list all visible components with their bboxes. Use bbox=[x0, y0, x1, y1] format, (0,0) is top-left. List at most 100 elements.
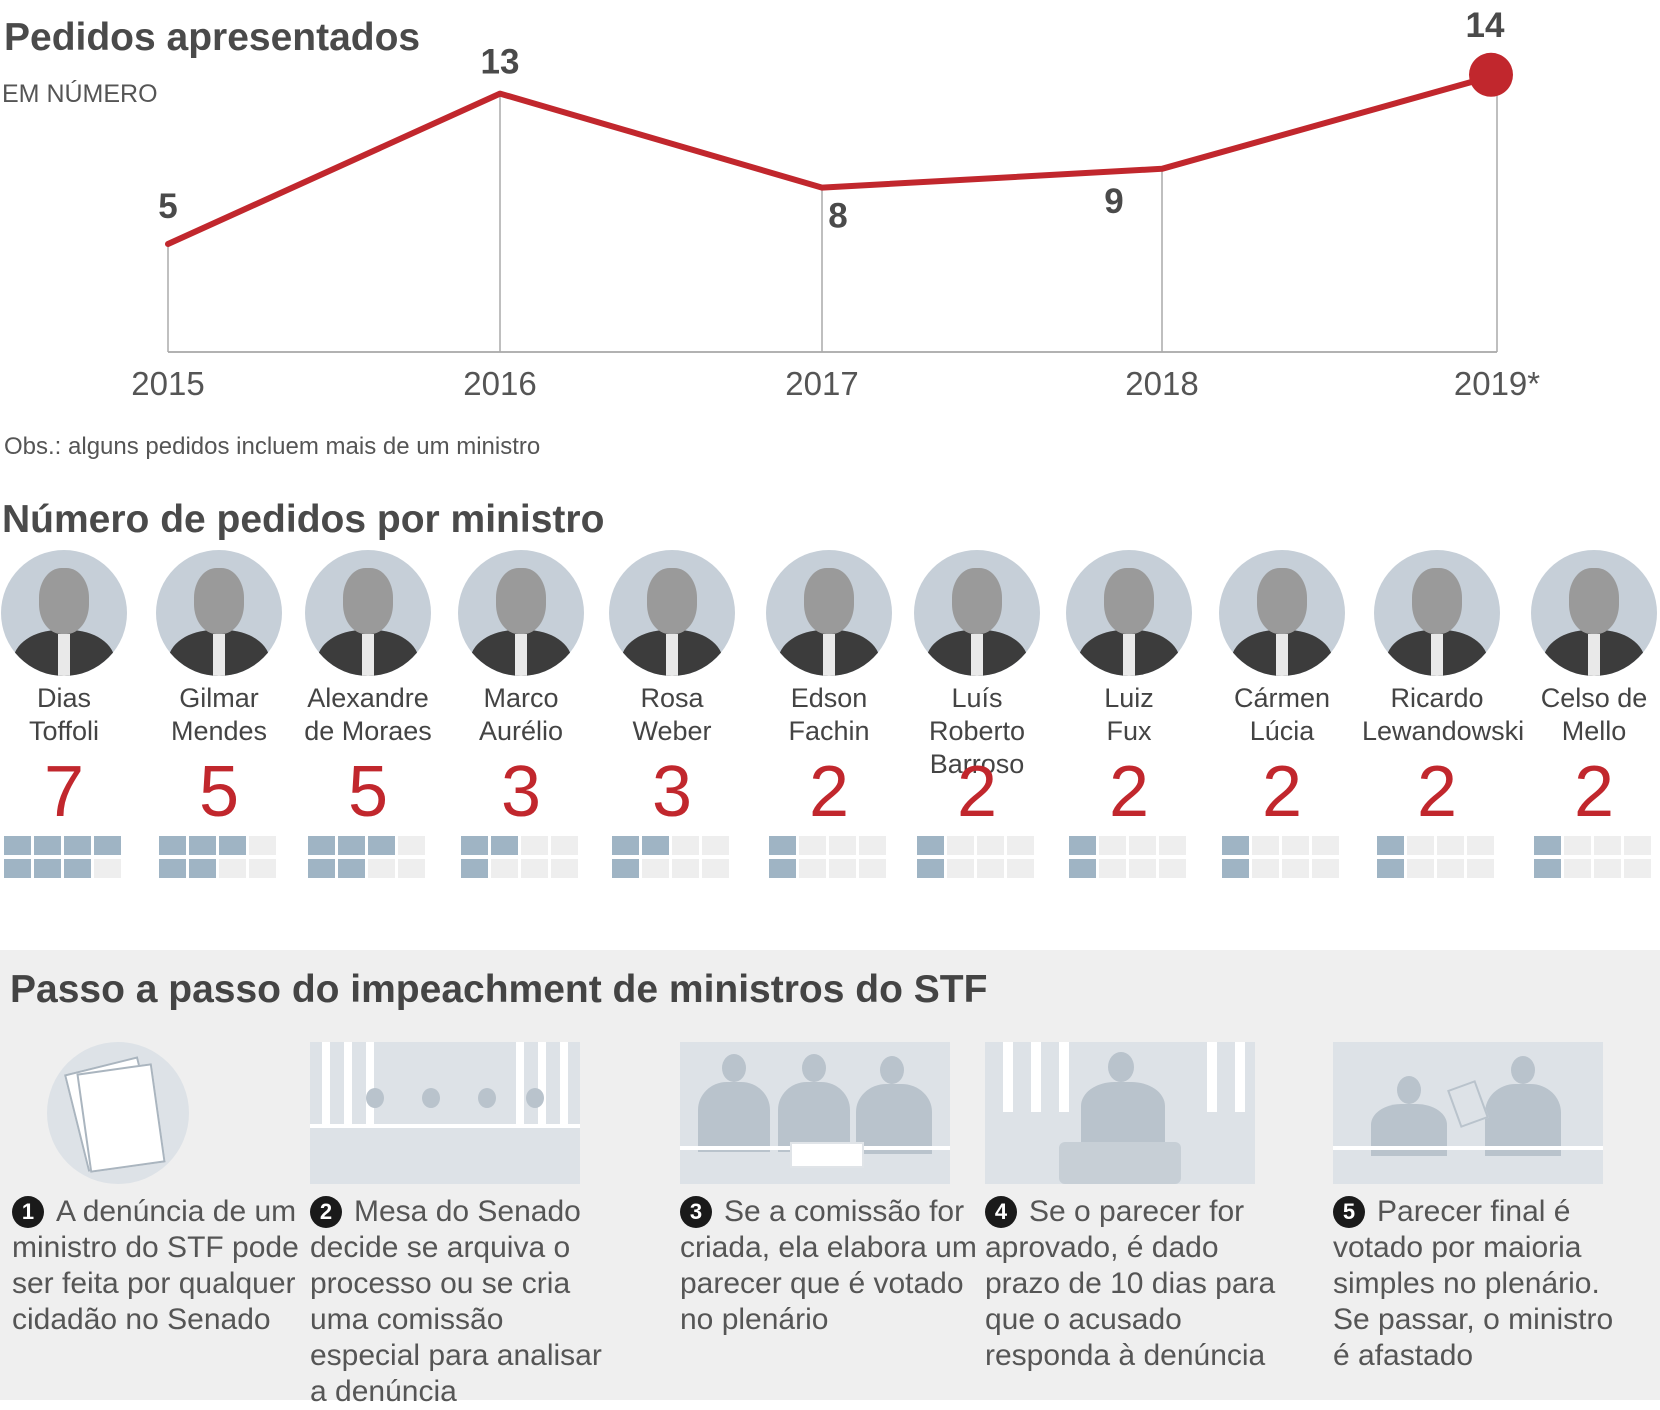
count-cell-empty bbox=[551, 836, 578, 855]
x-tick-label: 2017 bbox=[785, 365, 858, 402]
count-cell-filled bbox=[368, 836, 395, 855]
count-cell-filled bbox=[34, 836, 61, 855]
count-cell-empty bbox=[1252, 836, 1279, 855]
minister-count: 2 bbox=[1261, 752, 1303, 832]
data-label: 9 bbox=[1104, 182, 1123, 221]
count-grid bbox=[1069, 836, 1189, 878]
count-cell-empty bbox=[799, 859, 826, 878]
count-cell-filled bbox=[1377, 859, 1404, 878]
count-cell-empty bbox=[1594, 836, 1621, 855]
step-text: 3 Se a comissão for criada, ela elabora u… bbox=[680, 1195, 977, 1336]
minister-name: Rosa Weber bbox=[632, 683, 712, 746]
count-cell-empty bbox=[398, 836, 425, 855]
minister-count: 3 bbox=[651, 752, 693, 832]
count-cell-empty bbox=[947, 836, 974, 855]
minister-count: 2 bbox=[956, 752, 998, 832]
count-cell-empty bbox=[829, 859, 856, 878]
minister-name: Celso de Mello bbox=[1540, 683, 1648, 746]
minister-name: Edson Fachin bbox=[788, 683, 870, 746]
count-cell-filled bbox=[917, 859, 944, 878]
count-cell-filled bbox=[1222, 836, 1249, 855]
count-cell-empty bbox=[642, 859, 669, 878]
count-cell-empty bbox=[94, 859, 121, 878]
chart-note: Obs.: alguns pedidos incluem mais de um … bbox=[4, 433, 541, 460]
count-cell-empty bbox=[1467, 859, 1494, 878]
count-grid bbox=[612, 836, 732, 878]
count-cell-empty bbox=[1437, 836, 1464, 855]
count-cell-filled bbox=[769, 859, 796, 878]
line-chart: 2015 2016 2017 2018 2019* 5 13 8 9 14 bbox=[131, 6, 1540, 402]
count-cell-empty bbox=[368, 859, 395, 878]
minister-name: Marco Aurélio bbox=[478, 683, 564, 746]
count-cell-filled bbox=[1069, 836, 1096, 855]
minister-photo bbox=[609, 550, 735, 676]
count-cell-empty bbox=[491, 859, 518, 878]
count-cell-empty bbox=[1467, 836, 1494, 855]
count-cell-empty bbox=[1624, 859, 1651, 878]
count-cell-empty bbox=[1159, 836, 1186, 855]
count-cell-filled bbox=[189, 836, 216, 855]
minister-photo bbox=[305, 550, 431, 676]
minister-card: Luís Roberto Barroso 2 bbox=[902, 550, 1052, 878]
minister-photo bbox=[1374, 550, 1500, 676]
count-cell-filled bbox=[1377, 836, 1404, 855]
count-cell-empty bbox=[1129, 836, 1156, 855]
count-cell-filled bbox=[491, 836, 518, 855]
count-cell-empty bbox=[947, 859, 974, 878]
count-cell-empty bbox=[1007, 859, 1034, 878]
count-cell-filled bbox=[1534, 836, 1561, 855]
count-cell-empty bbox=[1252, 859, 1279, 878]
count-cell-empty bbox=[1159, 859, 1186, 878]
x-tick-label: 2018 bbox=[1125, 365, 1198, 402]
step-text: 4 Se o parecer for aprovado, é dado prazo… bbox=[985, 1195, 1276, 1372]
minister-name: Cármen Lúcia bbox=[1233, 683, 1331, 746]
minister-count: 7 bbox=[43, 752, 85, 832]
minister-card: Marco Aurélio 3 bbox=[446, 550, 596, 878]
count-cell-filled bbox=[308, 836, 335, 855]
minister-photo bbox=[156, 550, 282, 676]
step-2: 2 Mesa do Senado decide se arquiva o proc… bbox=[310, 1042, 610, 1410]
count-cell-empty bbox=[1407, 836, 1434, 855]
plenary-vote-illustration bbox=[1333, 1042, 1603, 1184]
minister-photo bbox=[1219, 550, 1345, 676]
minister-card: Celso de Mello 2 bbox=[1519, 550, 1660, 878]
count-cell-empty bbox=[1624, 836, 1651, 855]
count-cell-filled bbox=[612, 859, 639, 878]
count-cell-filled bbox=[189, 859, 216, 878]
count-cell-empty bbox=[1129, 859, 1156, 878]
step-number-badge: 5 bbox=[1333, 1196, 1365, 1228]
data-point-highlight bbox=[1469, 52, 1513, 97]
count-cell-empty bbox=[219, 859, 246, 878]
count-grid bbox=[461, 836, 581, 878]
minister-photo bbox=[1, 550, 127, 676]
count-cell-filled bbox=[4, 836, 31, 855]
minister-count: 3 bbox=[500, 752, 542, 832]
count-cell-empty bbox=[1099, 836, 1126, 855]
senate-table-illustration bbox=[310, 1042, 580, 1184]
count-cell-filled bbox=[4, 859, 31, 878]
minister-count: 2 bbox=[1108, 752, 1150, 832]
count-cell-empty bbox=[551, 859, 578, 878]
count-cell-filled bbox=[1069, 859, 1096, 878]
count-cell-empty bbox=[1007, 836, 1034, 855]
count-cell-empty bbox=[859, 836, 886, 855]
count-cell-filled bbox=[219, 836, 246, 855]
minister-count: 2 bbox=[1573, 752, 1615, 832]
series-line bbox=[165, 71, 1500, 247]
minister-count: 5 bbox=[347, 752, 389, 832]
count-cell-filled bbox=[159, 859, 186, 878]
count-cell-empty bbox=[1099, 859, 1126, 878]
minister-name: Luís Roberto Barroso bbox=[928, 683, 1026, 779]
line-chart-subtitle: EM NÚMERO bbox=[2, 80, 158, 108]
minister-card: Dias Toffoli 7 bbox=[0, 550, 139, 878]
count-cell-empty bbox=[702, 859, 729, 878]
count-cell-empty bbox=[521, 859, 548, 878]
document-illustration bbox=[47, 1042, 189, 1184]
count-cell-empty bbox=[1282, 859, 1309, 878]
count-grid bbox=[4, 836, 124, 878]
data-label: 5 bbox=[158, 187, 177, 226]
count-grid bbox=[1377, 836, 1497, 878]
data-label: 14 bbox=[1466, 6, 1505, 45]
